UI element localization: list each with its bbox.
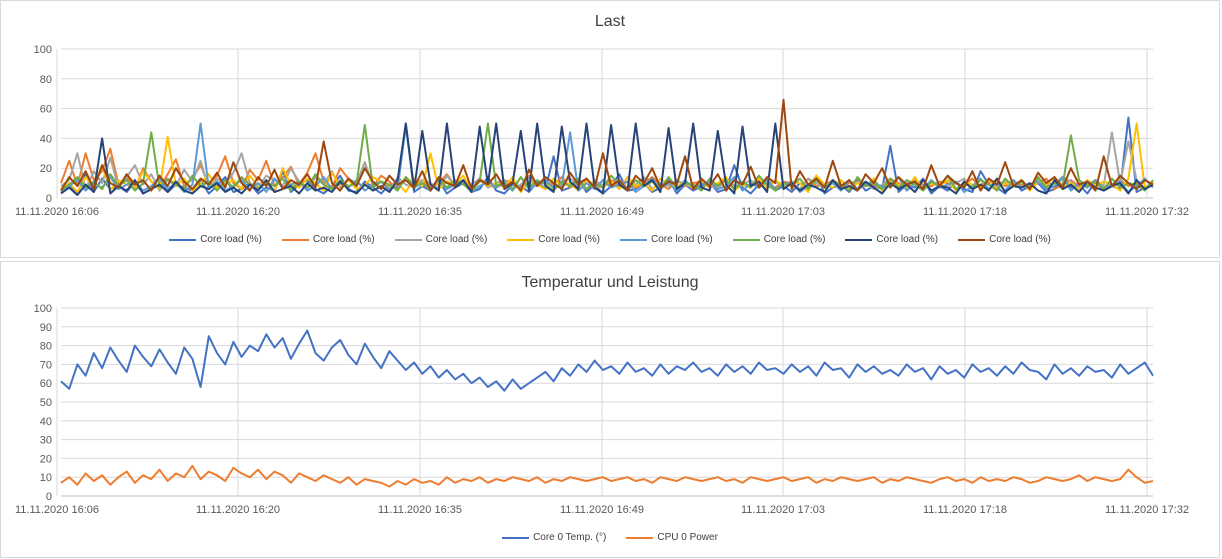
temp-y-tick-label: 90 <box>40 322 52 334</box>
load-legend-swatch <box>732 238 760 241</box>
load-legend-label: Core load (%) <box>763 234 826 245</box>
temp-y-tick-label: 20 <box>40 453 52 465</box>
load-legend-item-6: Core load (%) <box>732 234 826 245</box>
load-legend-swatch <box>281 238 309 241</box>
temp-x-tick-label: 11.11.2020 17:03 <box>741 504 825 516</box>
load-chart-plot: 0 20 40 60 80 100 11.11.2020 16:06 11.11.2020 1… <box>15 44 1189 218</box>
temp-series-2-line <box>60 464 1154 488</box>
temp-chart-panel: Temperatur und Leistung 0 10 20 30 40 50 60 70 8… <box>0 261 1220 558</box>
load-legend-swatch <box>845 238 873 241</box>
temp-y-tick-label: 70 <box>40 359 52 371</box>
temp-series-1-line <box>60 329 1154 392</box>
load-x-tick-label: 11.11.2020 16:06 <box>15 206 99 218</box>
temp-x-tick-label: 11.11.2020 16:49 <box>560 504 644 516</box>
load-y-tick-label: 60 <box>40 104 52 116</box>
load-legend-item-3: Core load (%) <box>394 234 488 245</box>
load-chart-panel: Last 0 20 40 60 80 100 11.11.2020 16:06 11.11.2… <box>0 0 1220 258</box>
load-series-8-line <box>60 98 1154 192</box>
load-x-tick-label: 11.11.2020 16:20 <box>196 206 280 218</box>
load-x-tick-label: 11.11.2020 17:03 <box>741 206 825 218</box>
load-legend-label: Core load (%) <box>200 234 262 245</box>
temp-y-tick-label: 0 <box>46 491 52 503</box>
temp-x-tick-label: 11.11.2020 16:20 <box>196 504 280 516</box>
load-legend-item-7: Core load (%) <box>845 234 938 245</box>
temp-y-tick-label: 40 <box>40 416 52 428</box>
temp-y-tick-label: 100 <box>34 303 52 315</box>
load-y-tick-label: 20 <box>40 163 52 175</box>
load-x-tick-label: 11.11.2020 16:49 <box>560 206 644 218</box>
temp-legend-label: CPU 0 Power <box>657 532 718 543</box>
load-chart-title: Last <box>594 13 626 30</box>
temp-legend-item-2: CPU 0 Power <box>626 532 718 543</box>
temp-y-tick-label: 60 <box>40 378 52 390</box>
load-legend-item-4: Core load (%) <box>507 234 600 245</box>
load-series-7-line <box>60 122 1154 196</box>
temp-y-tick-label: 50 <box>40 397 52 409</box>
load-x-tick-label: 11.11.2020 17:32 <box>1105 206 1189 218</box>
temp-legend-item-1: Core 0 Temp. (°) <box>502 532 606 543</box>
load-y-tick-label: 100 <box>34 44 52 56</box>
temp-y-tick-label: 10 <box>40 472 52 484</box>
temp-chart-plot: 0 10 20 30 40 50 60 70 80 90 100 11.11.2020 16:06 11… <box>15 303 1189 516</box>
load-legend-swatch <box>958 238 986 241</box>
temp-x-tick-label: 11.11.2020 16:06 <box>15 504 99 516</box>
temp-x-tick-label: 11.11.2020 16:35 <box>378 504 462 516</box>
load-legend-label: Core load (%) <box>989 234 1051 245</box>
temp-chart-legend: Core 0 Temp. (°) CPU 0 Power <box>1 532 1219 543</box>
temp-y-tick-label: 80 <box>40 341 52 353</box>
load-legend-swatch <box>394 238 422 241</box>
temp-chart-title: Temperatur und Leistung <box>521 274 699 291</box>
load-legend-label: Core load (%) <box>876 234 939 245</box>
temp-x-tick-label: 11.11.2020 17:32 <box>1105 504 1189 516</box>
load-legend-swatch <box>620 238 647 241</box>
temp-legend-swatch <box>502 536 530 539</box>
load-legend-label: Core load (%) <box>425 234 488 245</box>
load-x-tick-label: 11.11.2020 17:18 <box>923 206 1007 218</box>
temp-legend-label: Core 0 Temp. (°) <box>533 532 607 543</box>
load-legend-swatch <box>507 238 535 241</box>
load-y-tick-label: 40 <box>40 133 52 145</box>
load-y-tick-label: 80 <box>40 74 52 86</box>
load-chart-legend: Core load (%) Core load (%) Core load (%) C… <box>1 234 1219 245</box>
temp-y-tick-label: 30 <box>40 435 52 447</box>
load-legend-label: Core load (%) <box>312 234 375 245</box>
load-y-tick-label: 0 <box>46 193 52 205</box>
load-legend-label: Core load (%) <box>538 234 600 245</box>
load-x-tick-label: 11.11.2020 16:35 <box>378 206 462 218</box>
load-legend-item-1: Core load (%) <box>169 234 262 245</box>
load-legend-label: Core load (%) <box>651 234 713 245</box>
load-legend-swatch <box>169 238 197 241</box>
load-legend-item-5: Core load (%) <box>620 234 713 245</box>
temp-x-tick-label: 11.11.2020 17:18 <box>923 504 1007 516</box>
temp-legend-swatch <box>626 536 654 539</box>
load-legend-item-2: Core load (%) <box>281 234 375 245</box>
load-legend-item-8: Core load (%) <box>958 234 1051 245</box>
